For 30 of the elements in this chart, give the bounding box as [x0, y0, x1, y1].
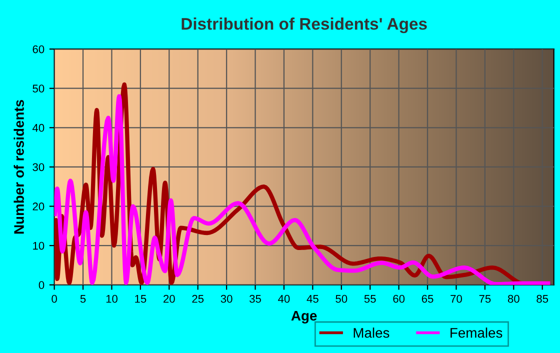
- y-tick-label: 60: [32, 45, 44, 54]
- x-tick-label: 20: [164, 294, 175, 303]
- x-tick-label: 5: [80, 295, 86, 303]
- x-tick-label: 25: [192, 294, 204, 303]
- x-tick-label: 70: [450, 294, 462, 303]
- x-tick-label: 45: [306, 295, 318, 303]
- x-tick-label: 80: [508, 294, 520, 303]
- y-tick-label: 30: [32, 163, 44, 172]
- y-tick-label: 10: [33, 242, 44, 250]
- y-tick-label: 40: [32, 124, 44, 132]
- x-tick-label: 75: [479, 295, 491, 303]
- x-tick-label: 60: [393, 294, 405, 303]
- x-axis-title: Age: [291, 310, 317, 324]
- chart-title: Distribution of Residents' Ages: [182, 18, 427, 34]
- x-tick-label: 65: [422, 294, 434, 303]
- x-tick-label: 55: [364, 295, 376, 303]
- legend-label: Males: [354, 328, 390, 338]
- y-axis-title: Number of residents: [14, 100, 24, 234]
- legend-label: Females: [450, 328, 502, 338]
- x-tick-label: 85: [536, 294, 548, 303]
- x-tick-label: 0: [52, 294, 57, 303]
- x-tick-label: 30: [220, 294, 232, 303]
- x-tick-label: 15: [135, 295, 146, 303]
- x-tick-label: 40: [278, 294, 290, 303]
- y-tick-label: 0: [38, 281, 44, 290]
- y-tick-label: 20: [32, 202, 44, 210]
- x-tick-label: 50: [336, 294, 348, 303]
- x-tick-label: 10: [106, 294, 118, 303]
- x-tick-label: 35: [250, 294, 261, 303]
- y-tick-label: 50: [32, 84, 44, 93]
